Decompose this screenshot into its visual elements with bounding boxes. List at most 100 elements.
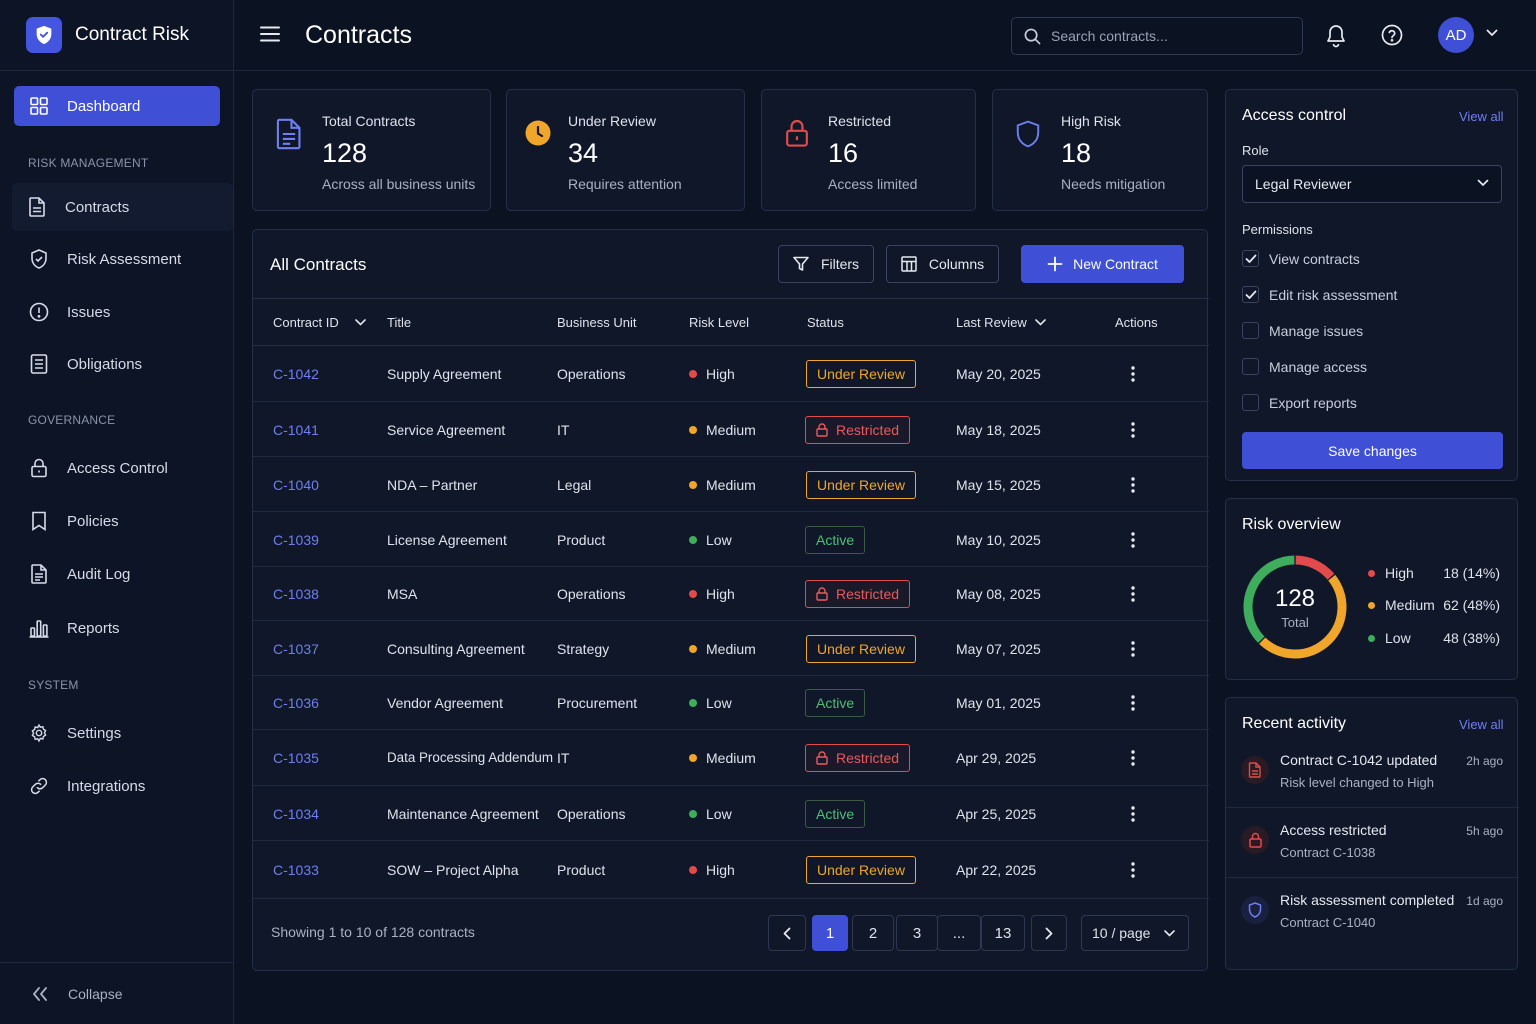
search-input[interactable] (1051, 28, 1291, 44)
avatar[interactable]: AD (1438, 17, 1474, 53)
activity-item[interactable]: Access restricted Contract C-1038 5h ago (1226, 820, 1519, 882)
more-actions-icon[interactable] (1131, 750, 1135, 766)
sidebar-item-contracts[interactable]: Contracts (12, 183, 233, 231)
status-text: Under Review (817, 366, 905, 382)
page-size-select[interactable]: 10 / page (1081, 915, 1189, 951)
new-contract-button[interactable]: New Contract (1021, 245, 1184, 283)
last-review-date: May 01, 2025 (956, 695, 1041, 711)
chevron-down-icon[interactable] (1486, 29, 1498, 37)
contract-id-link[interactable]: C-1039 (273, 532, 319, 548)
permission-item[interactable]: Manage access (1242, 358, 1367, 375)
more-actions-icon[interactable] (1131, 532, 1135, 548)
checkbox[interactable] (1242, 250, 1259, 267)
risk-level: Medium (689, 750, 756, 766)
contract-id-link[interactable]: C-1037 (273, 641, 319, 657)
table-row[interactable]: C-1034 Maintenance Agreement Operations Low… (253, 786, 1209, 841)
table-row[interactable]: C-1033 SOW – Project Alpha Product High Unde… (253, 841, 1209, 899)
risk-overview-panel: Risk overview 128 Total High 18 (14%) Medi… (1225, 498, 1518, 680)
more-actions-icon[interactable] (1131, 366, 1135, 382)
sidebar-item-policies[interactable]: Policies (14, 501, 220, 541)
prev-page-button[interactable] (768, 915, 806, 951)
column-header-title[interactable]: Title (387, 315, 411, 330)
more-actions-icon[interactable] (1131, 477, 1135, 493)
role-select[interactable]: Legal Reviewer (1242, 165, 1502, 203)
view-all-link[interactable]: View all (1459, 109, 1504, 124)
table-row[interactable]: C-1041 Service Agreement IT Medium Restricte… (253, 402, 1209, 457)
sidebar-item-dashboard[interactable]: Dashboard (14, 86, 220, 126)
contract-id-link[interactable]: C-1042 (273, 366, 319, 382)
page-button-1[interactable]: 1 (812, 915, 848, 951)
next-page-button[interactable] (1031, 915, 1067, 951)
view-all-link[interactable]: View all (1459, 717, 1504, 732)
sidebar-item-issues[interactable]: Issues (14, 292, 220, 332)
permission-item[interactable]: Edit risk assessment (1242, 286, 1397, 303)
activity-item[interactable]: Risk assessment completed Contract C-1040… (1226, 890, 1519, 952)
risk-text: Low (706, 532, 732, 548)
permission-item[interactable]: View contracts (1242, 250, 1360, 267)
menu-icon[interactable] (260, 26, 280, 42)
filters-label: Filters (820, 256, 860, 272)
status-text: Active (816, 695, 855, 711)
table-row[interactable]: C-1039 License Agreement Product Low Active M… (253, 512, 1209, 567)
sidebar-item-reports[interactable]: Reports (14, 608, 220, 648)
more-actions-icon[interactable] (1131, 806, 1135, 822)
stat-sub: Across all business units (322, 176, 476, 192)
more-actions-icon[interactable] (1131, 586, 1135, 602)
table-row[interactable]: C-1036 Vendor Agreement Procurement Low Acti… (253, 676, 1209, 730)
page-button-3[interactable]: 3 (896, 915, 938, 951)
contract-id-link[interactable]: C-1034 (273, 806, 319, 822)
contract-id-link[interactable]: C-1033 (273, 862, 319, 878)
column-header-risk[interactable]: Risk Level (689, 315, 749, 330)
business-unit: Procurement (557, 695, 638, 711)
checkbox[interactable] (1242, 394, 1259, 411)
table-row[interactable]: C-1038 MSA Operations High Restricted May 08,… (253, 567, 1209, 621)
permission-item[interactable]: Export reports (1242, 394, 1357, 411)
table-row[interactable]: C-1037 Consulting Agreement Strategy Medium… (253, 621, 1209, 676)
more-actions-icon[interactable] (1131, 695, 1135, 711)
risk-level: Medium (689, 422, 756, 438)
help-icon[interactable] (1381, 24, 1403, 46)
contract-id-link[interactable]: C-1040 (273, 477, 319, 493)
table-row[interactable]: C-1040 NDA – Partner Legal Medium Under Revi… (253, 457, 1209, 512)
more-actions-icon[interactable] (1131, 862, 1135, 878)
page-button-13[interactable]: 13 (981, 915, 1025, 951)
sidebar-item-access-control[interactable]: Access Control (14, 448, 220, 488)
sidebar-item-obligations[interactable]: Obligations (14, 344, 220, 384)
filters-button[interactable]: Filters (778, 245, 874, 283)
business-unit: Legal (557, 477, 592, 493)
checkbox[interactable] (1242, 286, 1259, 303)
sidebar-item-audit-log[interactable]: Audit Log (14, 554, 220, 594)
column-header-review[interactable]: Last Review (956, 315, 1046, 330)
page-button-2[interactable]: 2 (852, 915, 894, 951)
contract-id-link[interactable]: C-1035 (273, 750, 319, 766)
collapse-button[interactable]: Collapse (0, 962, 233, 1024)
activity-item[interactable]: Contract C-1042 updated Risk level change… (1226, 750, 1519, 812)
contract-id-link[interactable]: C-1038 (273, 586, 319, 602)
checkbox[interactable] (1242, 358, 1259, 375)
contract-id-link[interactable]: C-1036 (273, 695, 319, 711)
more-actions-icon[interactable] (1131, 641, 1135, 657)
chevrons-left-icon (32, 986, 48, 1001)
contract-id-link[interactable]: C-1041 (273, 422, 319, 438)
column-header-status[interactable]: Status (807, 315, 844, 330)
table-row[interactable]: C-1035 Data Processing Addendum IT Medium Re… (253, 730, 1209, 786)
legend-label: Medium (1385, 597, 1435, 613)
sidebar-item-settings[interactable]: Settings (14, 713, 220, 753)
donut-segment-low (1243, 555, 1295, 643)
search-box (1011, 17, 1303, 55)
bell-icon[interactable] (1325, 24, 1347, 48)
sidebar-item-risk-assessment[interactable]: Risk Assessment (14, 239, 220, 279)
columns-button[interactable]: Columns (886, 245, 999, 283)
column-header-id[interactable]: Contract ID (273, 315, 366, 330)
table-row[interactable]: C-1042 Supply Agreement Operations High Unde… (253, 346, 1209, 402)
column-header-unit[interactable]: Business Unit (557, 315, 636, 330)
sidebar-item-integrations[interactable]: Integrations (14, 766, 220, 806)
permission-item[interactable]: Manage issues (1242, 322, 1363, 339)
stat-value: 18 (1061, 138, 1092, 168)
risk-dot (689, 810, 697, 818)
checkbox[interactable] (1242, 322, 1259, 339)
save-changes-button[interactable]: Save changes (1242, 432, 1503, 469)
last-review-date: Apr 22, 2025 (956, 862, 1037, 878)
more-actions-icon[interactable] (1131, 422, 1135, 438)
stat-card-restricted: Restricted 16 Access limited (761, 89, 976, 211)
